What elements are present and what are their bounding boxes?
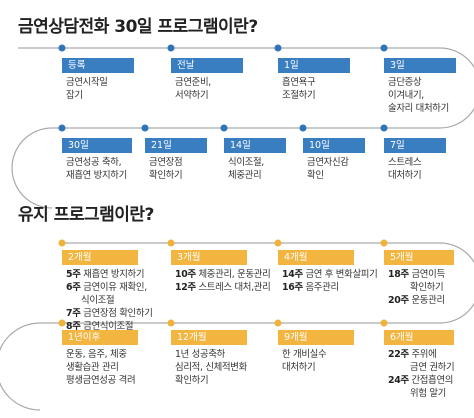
timeline-dot <box>58 319 66 327</box>
timeline-dot <box>274 319 282 327</box>
step-label: 1일 <box>278 58 350 73</box>
step-label: 1년이후 <box>62 330 138 345</box>
step-desc: 스트레스 대처하기 <box>388 157 422 181</box>
timeline-dot <box>380 319 388 327</box>
step-label: 14일 <box>224 138 286 153</box>
timeline-dot <box>58 44 66 52</box>
step-label: 3일 <box>384 58 456 73</box>
step-label: 12개월 <box>171 330 247 345</box>
timeline-dot <box>58 239 66 247</box>
timeline-dot <box>380 239 388 247</box>
maintenance-path <box>0 242 474 411</box>
step-desc: 식이조절, 체중관리 <box>228 157 264 181</box>
step-label: 21일 <box>145 138 207 153</box>
step-label: 9개월 <box>278 330 354 345</box>
step-desc: 흡연욕구 조절하기 <box>282 77 316 101</box>
timeline-dot <box>167 44 175 52</box>
step-desc: 5주 재흡연 방지하기 6주 금연이유 재확인, 식이조절 7주 금연장점 확인… <box>66 269 153 332</box>
step-desc: 운동, 음주, 체중 생활습관 관리 평생금연성공 격려 <box>66 349 136 386</box>
timeline-dot <box>167 239 175 247</box>
timeline-dot <box>274 239 282 247</box>
step-label: 3개월 <box>171 250 247 265</box>
program30-path <box>11 47 474 209</box>
step-label: 등록 <box>62 58 134 73</box>
step-desc: 금단증상 이겨내기, 술자리 대처하기 <box>388 77 449 114</box>
step-desc: 14주 금연 후 변화살피기 16주 음주관리 <box>282 269 378 293</box>
step-desc: 한 개비실수 대처하기 <box>282 349 327 373</box>
timeline-dot <box>167 319 175 327</box>
step-desc: 금연장점 확인하기 <box>149 157 183 181</box>
step-desc: 금연준비, 서약하기 <box>175 77 211 101</box>
step-label: 전날 <box>171 58 243 73</box>
step-desc: 금연자신감 확인 <box>307 157 349 181</box>
step-label: 30일 <box>62 138 132 153</box>
timeline-dot <box>299 124 307 132</box>
program30-title: 금연상담전화 30일 프로그램이란? <box>18 17 258 37</box>
step-desc: 금연시작일 잡기 <box>66 77 108 101</box>
timeline-dot <box>274 44 282 52</box>
step-label: 7일 <box>384 138 446 153</box>
step-label: 4개월 <box>278 250 354 265</box>
timeline-dot <box>58 124 66 132</box>
step-desc: 1년 성공축하 심리적, 신체적변화 확인하기 <box>175 349 247 386</box>
timeline-dot <box>220 124 228 132</box>
timeline-dot <box>141 124 149 132</box>
step-label: 5개월 <box>384 250 454 265</box>
step-desc: 10주 체중관리, 운동관리 12주 스트레스 대처,관리 <box>175 269 271 293</box>
step-label: 2개월 <box>62 250 138 265</box>
step-label: 10일 <box>303 138 365 153</box>
step-desc: 18주 금연이득 확인하기 20주 운동관리 <box>388 269 445 306</box>
timeline-dot <box>380 124 388 132</box>
step-label: 6개월 <box>384 330 454 345</box>
step-desc: 22주 주위에 금연 권하기 24주 간접흡연의 위험 알기 <box>388 349 455 399</box>
timeline-dot <box>380 44 388 52</box>
maintenance-title: 유지 프로그램이란? <box>18 205 154 225</box>
step-desc: 금연성공 축하, 재흡연 방지하기 <box>66 157 127 181</box>
